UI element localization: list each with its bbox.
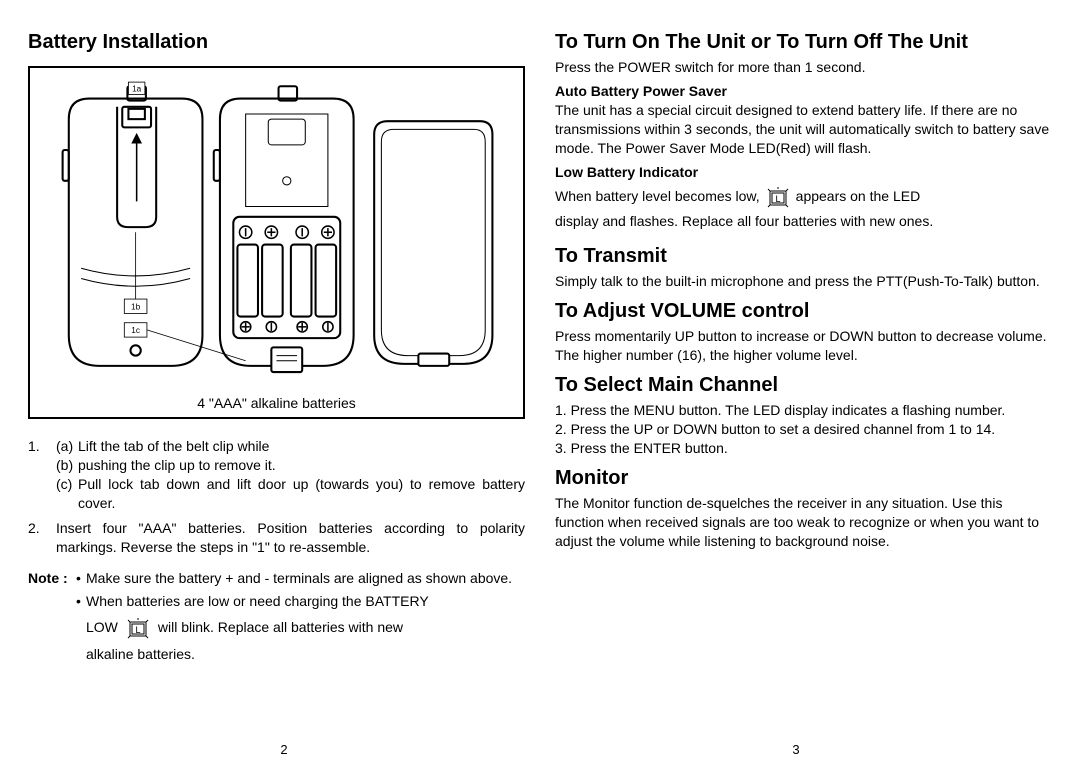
- battery-diagram-svg: 1a 1b 1c: [40, 78, 513, 386]
- volume-title: To Adjust VOLUME control: [555, 299, 1052, 323]
- transmit-text: Simply talk to the built-in microphone a…: [555, 272, 1052, 291]
- label-1c: 1c: [131, 326, 140, 335]
- label-1b: 1b: [131, 302, 141, 311]
- transmit-title: To Transmit: [555, 244, 1052, 268]
- auto-saver-text: The unit has a special circuit designed …: [555, 101, 1052, 158]
- diagram-caption: 4 "AAA" alkaline batteries: [40, 395, 513, 411]
- battery-diagram: 1a 1b 1c: [28, 66, 525, 419]
- monitor-text: The Monitor function de-squelches the re…: [555, 494, 1052, 551]
- page-spread: Battery Installation: [28, 30, 1052, 740]
- page-num-right: 3: [792, 742, 799, 757]
- step-1: 1. (a)Lift the tab of the belt clip whil…: [28, 437, 525, 513]
- battery-low-icon: L: [766, 186, 790, 208]
- step-2: 2. Insert four "AAA" batteries. Position…: [28, 519, 525, 557]
- battery-install-title: Battery Installation: [28, 30, 525, 54]
- low-batt-title: Low Battery Indicator: [555, 164, 1052, 180]
- volume-text1: Press momentarily UP button to increase …: [555, 327, 1052, 346]
- right-page: To Turn On The Unit or To Turn Off The U…: [555, 30, 1052, 740]
- low-batt-line2: display and flashes. Replace all four ba…: [555, 212, 1052, 231]
- battery-low-icon: L: [126, 617, 150, 639]
- volume-text2: The higher number (16), the higher volum…: [555, 346, 1052, 365]
- note-block: Note : •Make sure the battery + and - te…: [28, 569, 525, 664]
- page-num-left: 2: [280, 742, 287, 757]
- install-steps: 1. (a)Lift the tab of the belt clip whil…: [28, 437, 525, 562]
- power-title: To Turn On The Unit or To Turn Off The U…: [555, 30, 1052, 54]
- left-page: Battery Installation: [28, 30, 525, 740]
- auto-saver-title: Auto Battery Power Saver: [555, 83, 1052, 99]
- page-numbers: 2 3: [28, 742, 1052, 757]
- low-batt-line1: When battery level becomes low, L appear…: [555, 186, 1052, 208]
- monitor-title: Monitor: [555, 466, 1052, 490]
- svg-text:L: L: [135, 625, 140, 635]
- svg-text:L: L: [775, 194, 780, 204]
- channel-steps: 1. Press the MENU button. The LED displa…: [555, 401, 1052, 458]
- power-text: Press the POWER switch for more than 1 s…: [555, 58, 1052, 77]
- label-1a: 1a: [132, 84, 142, 93]
- channel-title: To Select Main Channel: [555, 373, 1052, 397]
